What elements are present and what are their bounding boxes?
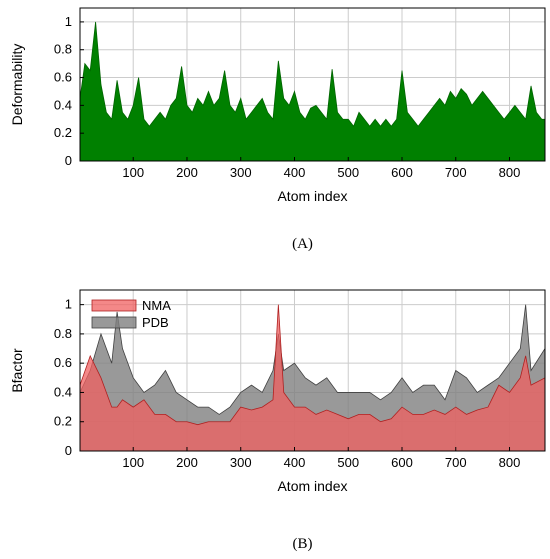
x-tick-label: 600 (391, 165, 413, 180)
legend-swatch-pdb (91, 316, 137, 329)
x-tick-label: 300 (230, 165, 252, 180)
series-group (80, 304, 545, 451)
legend-label-nma: NMA (142, 298, 171, 313)
x-tick-label: 400 (284, 165, 306, 180)
legend-label-pdb: PDB (142, 315, 169, 330)
y-tick-label: 1 (65, 14, 72, 29)
x-tick-label: 100 (122, 455, 144, 470)
panel-caption: (B) (293, 536, 313, 552)
x-tick-label: 200 (176, 455, 198, 470)
x-tick-label: 400 (284, 455, 306, 470)
plot-frame (79, 289, 546, 452)
y-tick-label: 0.2 (54, 414, 72, 429)
x-tick-label: 800 (499, 165, 521, 180)
y-tick-label: 1 (65, 297, 72, 312)
panel-b: 100 200 300 400 500 600 700 800 0 0.2 0.4 0.6 0.8 1 At… (9, 289, 546, 552)
x-tick-label: 200 (176, 165, 198, 180)
plot-frame (79, 7, 546, 162)
legend: NMA PDB (91, 298, 171, 330)
y-tick-label: 0 (65, 153, 72, 168)
x-tick-label: 600 (391, 455, 413, 470)
y-tick-label: 0.6 (54, 355, 72, 370)
nma-series-area (80, 304, 545, 451)
series-group (80, 21, 545, 161)
x-tick-label: 500 (337, 455, 359, 470)
panel-caption: (A) (292, 236, 313, 252)
x-tick-label: 100 (122, 165, 144, 180)
y-tick-label: 0 (65, 443, 72, 458)
y-axis-label: Deformability (9, 44, 25, 126)
x-axis-label: Atom index (277, 188, 347, 204)
x-tick-label: 700 (445, 165, 467, 180)
y-tick-label: 0.4 (54, 384, 72, 399)
x-tick-label: 800 (499, 455, 521, 470)
y-tick-label: 0.4 (54, 97, 72, 112)
x-tick-label: 300 (230, 455, 252, 470)
y-tick-label: 0.8 (54, 326, 72, 341)
deformability-series-area (80, 21, 545, 161)
x-tick-label: 500 (337, 165, 359, 180)
panel-a: 100 200 300 400 500 600 700 800 0 0.2 0.4 0.6 0.8 1 At… (9, 7, 546, 252)
y-tick-label: 0.8 (54, 42, 72, 57)
legend-swatch-nma (91, 299, 137, 312)
y-tick-label: 0.2 (54, 125, 72, 140)
y-tick-label: 0.6 (54, 70, 72, 85)
y-axis-label: Bfactor (9, 348, 25, 393)
x-tick-label: 700 (445, 455, 467, 470)
x-axis-label: Atom index (277, 478, 347, 494)
